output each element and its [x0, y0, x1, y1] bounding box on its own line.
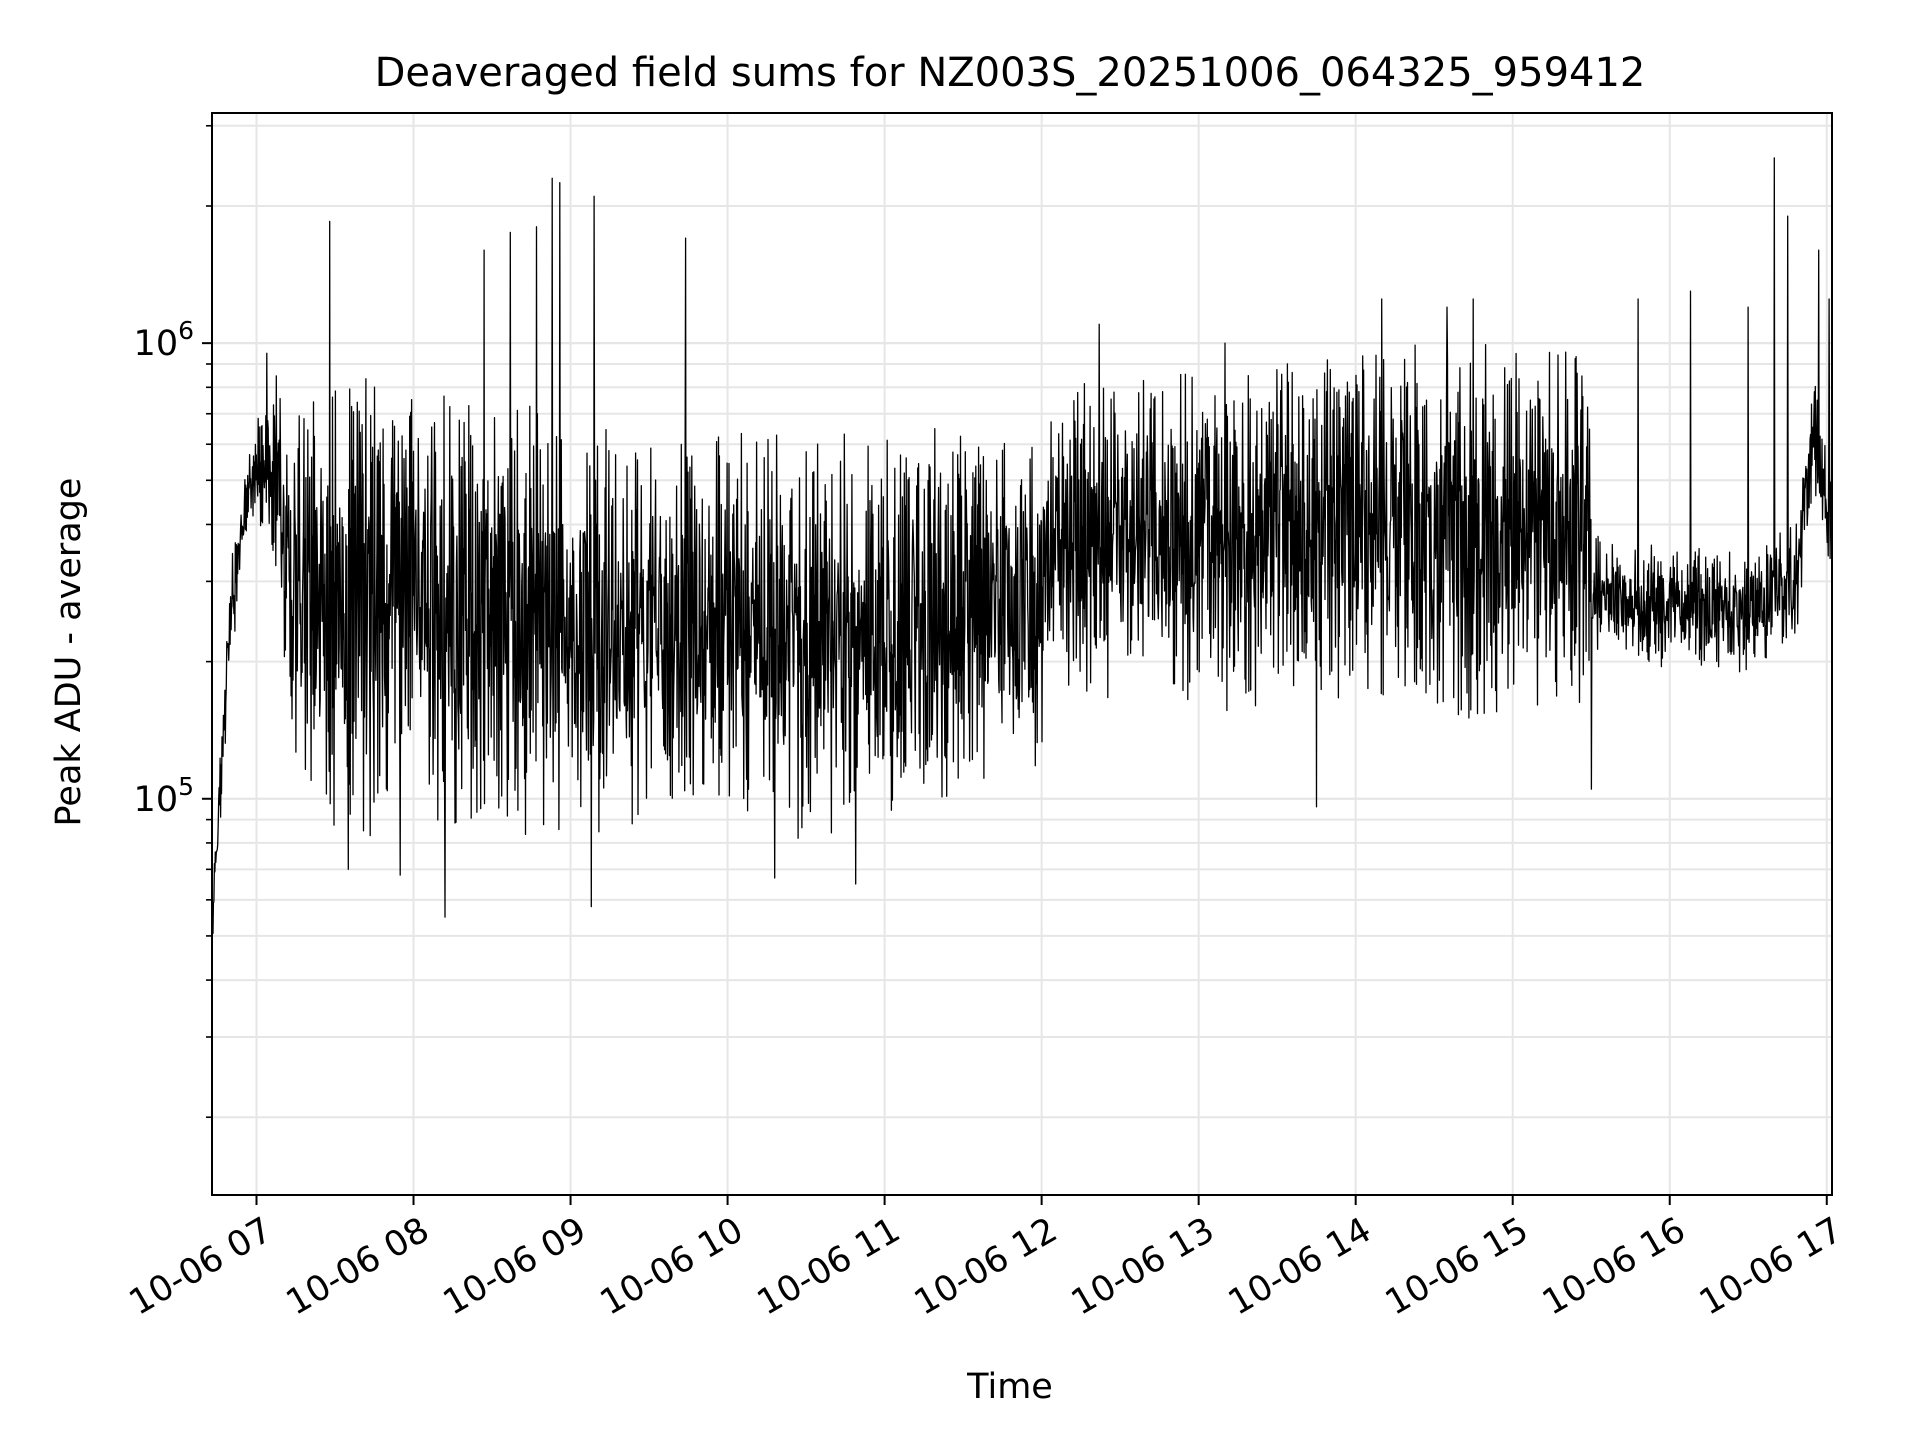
series-line	[211, 157, 1833, 935]
series-group	[211, 157, 1833, 935]
plot-frame	[211, 112, 1833, 1196]
y-tick-label: 105	[134, 772, 194, 820]
y-tick-label: 106	[134, 316, 194, 364]
chart-title: Deaveraged field sums for NZ003S_2025100…	[375, 50, 1646, 96]
y-axis-label: Peak ADU - average	[49, 478, 89, 827]
x-axis-label: Time	[966, 1367, 1053, 1407]
